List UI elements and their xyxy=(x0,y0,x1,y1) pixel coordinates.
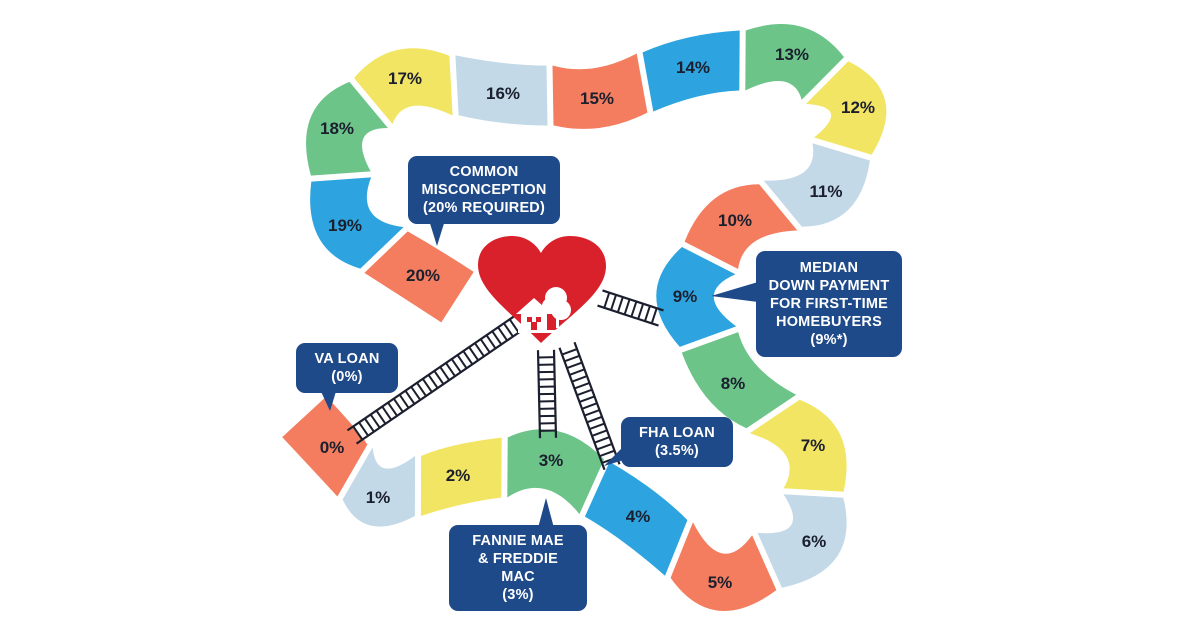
callout-line: DOWN PAYMENT xyxy=(768,278,890,294)
board-tile xyxy=(310,177,404,269)
tile-label: 3% xyxy=(539,451,564,470)
heart-house-icon xyxy=(478,236,606,343)
board-tile xyxy=(806,61,887,155)
tile-label: 16% xyxy=(486,84,520,103)
tile-label: 2% xyxy=(446,466,471,485)
board-tile xyxy=(684,184,798,269)
board-tile xyxy=(354,48,453,125)
ladder-to-4-percent xyxy=(558,341,621,471)
callout-line: (3.5%) xyxy=(655,443,699,459)
callout-common-misconception: COMMON MISCONCEPTION (20% REQUIRED) xyxy=(408,156,560,224)
callout-line: HOMEBUYERS xyxy=(776,314,882,330)
ladder-to-0-percent xyxy=(346,314,526,445)
callout-median-down-payment: MEDIAN DOWN PAYMENT FOR FIRST-TIME HOMEB… xyxy=(756,251,902,357)
tile-label: 15% xyxy=(580,89,614,108)
callout-line: & FREDDIE MAC xyxy=(478,551,558,585)
tile-label: 17% xyxy=(388,69,422,88)
tile-label: 4% xyxy=(626,507,651,526)
tile-label: 6% xyxy=(802,532,827,551)
tile-label: 20% xyxy=(406,266,440,285)
board-tile xyxy=(681,332,797,429)
board-tile xyxy=(749,399,847,492)
callout-line: FHA LOAN xyxy=(639,425,715,441)
callout-va-loan: VA LOAN (0%) xyxy=(296,343,398,393)
callout-line: (9%*) xyxy=(810,332,848,348)
callout-line: MEDIAN xyxy=(799,260,859,276)
callout-line: (0%) xyxy=(331,369,363,385)
board-tile xyxy=(552,53,648,129)
callout-line: (20% REQUIRED) xyxy=(422,200,546,216)
callout-line: FANNIE MAE xyxy=(472,533,564,549)
board-tile xyxy=(282,396,368,497)
board-tile xyxy=(455,55,548,126)
board-tile xyxy=(306,81,388,176)
board-tile xyxy=(364,231,474,323)
tile-label: 5% xyxy=(708,573,733,592)
board-tile xyxy=(763,143,870,227)
tile-label: 7% xyxy=(801,436,826,455)
board-tile xyxy=(507,429,605,515)
callout-fha-loan: FHA LOAN (3.5%) xyxy=(621,417,733,467)
callout-line: VA LOAN xyxy=(314,351,380,367)
board-tile xyxy=(584,461,688,576)
tile-label: 19% xyxy=(328,216,362,235)
callout-fannie-freddie: FANNIE MAE & FREDDIE MAC (3%) xyxy=(449,525,587,611)
board-tile xyxy=(670,522,777,611)
callout-line: FOR FIRST-TIME xyxy=(770,296,888,312)
board-tile xyxy=(342,447,416,527)
board-tile xyxy=(745,24,844,100)
tile-label: 9% xyxy=(673,287,698,306)
callout-line: COMMON xyxy=(449,164,519,180)
tile-label: 1% xyxy=(366,488,391,507)
tile-label: 8% xyxy=(721,374,746,393)
tile-label: 10% xyxy=(718,211,752,230)
tile-label: 14% xyxy=(676,58,710,77)
board-tile xyxy=(757,494,847,588)
tile-label: 13% xyxy=(775,45,809,64)
ladder-to-9-percent xyxy=(597,289,664,327)
tile-label: 11% xyxy=(809,182,842,201)
tile-label: 12% xyxy=(841,98,875,117)
board-tile xyxy=(420,437,502,516)
callout-line: (3%) xyxy=(502,587,534,603)
tile-label: 18% xyxy=(320,119,354,138)
tile-label: 0% xyxy=(320,438,345,457)
board-tile xyxy=(656,247,737,347)
callout-line: MISCONCEPTION xyxy=(421,182,547,198)
ladder-to-3-percent xyxy=(536,349,558,439)
board-tile xyxy=(642,30,740,112)
